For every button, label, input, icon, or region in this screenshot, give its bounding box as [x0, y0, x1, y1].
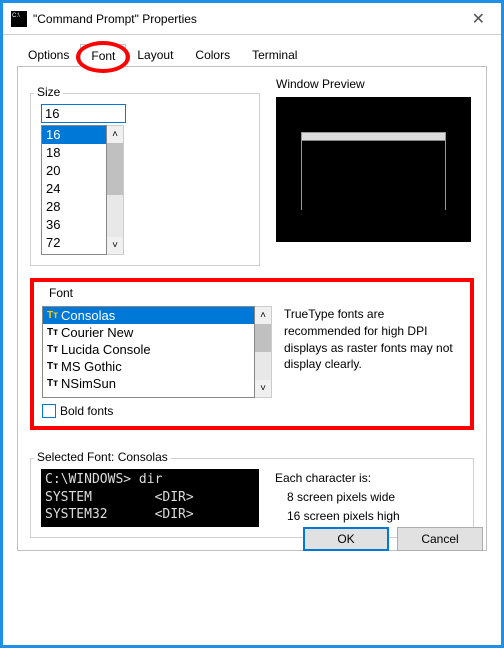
- size-scrollbar[interactable]: ˄ ˅: [107, 125, 124, 255]
- selected-font-label: Selected Font: Consolas: [34, 450, 171, 464]
- font-option-label: Consolas: [61, 308, 115, 323]
- truetype-icon: Tᴛ: [47, 344, 58, 355]
- button-row: OK Cancel: [303, 527, 483, 551]
- bold-fonts-label: Bold fonts: [60, 404, 113, 418]
- size-option[interactable]: 36: [42, 216, 106, 234]
- font-scrollbar[interactable]: ˄ ˅: [255, 306, 272, 398]
- tab-layout[interactable]: Layout: [126, 43, 184, 66]
- tab-font[interactable]: Font: [80, 44, 126, 67]
- size-option[interactable]: 28: [42, 198, 106, 216]
- font-option[interactable]: TᴛLucida Console: [43, 341, 254, 358]
- tab-options[interactable]: Options: [17, 43, 80, 66]
- char-info-title: Each character is:: [275, 469, 400, 488]
- size-option[interactable]: 72: [42, 234, 106, 252]
- font-description: TrueType fonts are recommended for high …: [284, 306, 462, 398]
- dialog-body: Options Font Layout Colors Terminal Size…: [3, 35, 501, 565]
- preview-group: Window Preview: [276, 77, 471, 266]
- tab-colors[interactable]: Colors: [184, 43, 241, 66]
- size-option[interactable]: 24: [42, 180, 106, 198]
- bold-fonts-checkbox[interactable]: [42, 404, 56, 418]
- font-option[interactable]: TᴛConsolas: [43, 307, 254, 324]
- truetype-icon: Tᴛ: [47, 378, 58, 389]
- app-icon: [11, 11, 27, 27]
- scroll-down-icon[interactable]: ˅: [107, 237, 123, 254]
- font-list[interactable]: TᴛConsolasTᴛCourier NewTᴛLucida ConsoleT…: [42, 306, 255, 398]
- size-list[interactable]: 16182024283672: [41, 125, 107, 255]
- font-option-label: Courier New: [61, 325, 133, 340]
- window-frame: "Command Prompt" Properties ✕ Options Fo…: [0, 0, 504, 648]
- tab-terminal[interactable]: Terminal: [241, 43, 308, 66]
- char-width: 8 screen pixels wide: [275, 488, 400, 507]
- char-info: Each character is: 8 screen pixels wide …: [275, 469, 400, 527]
- size-input[interactable]: [41, 104, 126, 123]
- size-option[interactable]: 16: [42, 126, 106, 144]
- close-icon[interactable]: ✕: [464, 9, 493, 29]
- size-label: Size: [34, 85, 63, 99]
- font-option-label: MS Gothic: [61, 359, 122, 374]
- truetype-icon: Tᴛ: [47, 327, 58, 338]
- size-option[interactable]: 20: [42, 162, 106, 180]
- font-option[interactable]: TᴛCourier New: [43, 324, 254, 341]
- window-title: "Command Prompt" Properties: [33, 12, 464, 26]
- truetype-icon: Tᴛ: [47, 361, 58, 372]
- title-bar: "Command Prompt" Properties ✕: [3, 3, 501, 35]
- scroll-up-icon[interactable]: ˄: [255, 307, 271, 324]
- selected-font-group: Selected Font: Consolas C:\WINDOWS> dir …: [30, 442, 474, 538]
- scroll-up-icon[interactable]: ˄: [107, 126, 123, 143]
- char-height: 16 screen pixels high: [275, 507, 400, 526]
- font-group: Font TᴛConsolasTᴛCourier NewTᴛLucida Con…: [30, 278, 474, 430]
- font-option[interactable]: TᴛNSimSun: [43, 375, 254, 392]
- tab-strip: Options Font Layout Colors Terminal: [17, 43, 487, 67]
- size-group: Size 16182024283672 ˄ ˅: [30, 77, 260, 266]
- tab-panel: Size 16182024283672 ˄ ˅: [17, 67, 487, 551]
- size-option[interactable]: 18: [42, 144, 106, 162]
- font-option-label: Lucida Console: [61, 342, 151, 357]
- font-option-label: NSimSun: [61, 376, 116, 391]
- truetype-icon: Tᴛ: [47, 310, 58, 321]
- scroll-down-icon[interactable]: ˅: [255, 380, 271, 397]
- cancel-button[interactable]: Cancel: [397, 527, 483, 551]
- font-label: Font: [46, 286, 76, 300]
- console-preview: C:\WINDOWS> dir SYSTEM <DIR> SYSTEM32 <D…: [41, 469, 259, 527]
- preview-label: Window Preview: [276, 77, 471, 91]
- ok-button[interactable]: OK: [303, 527, 389, 551]
- font-option[interactable]: TᴛMS Gothic: [43, 358, 254, 375]
- window-preview: [276, 97, 471, 242]
